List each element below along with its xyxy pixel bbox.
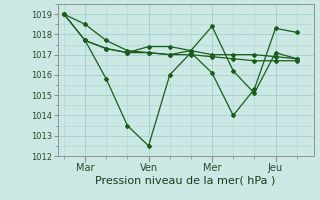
X-axis label: Pression niveau de la mer( hPa ): Pression niveau de la mer( hPa ): [95, 176, 276, 186]
